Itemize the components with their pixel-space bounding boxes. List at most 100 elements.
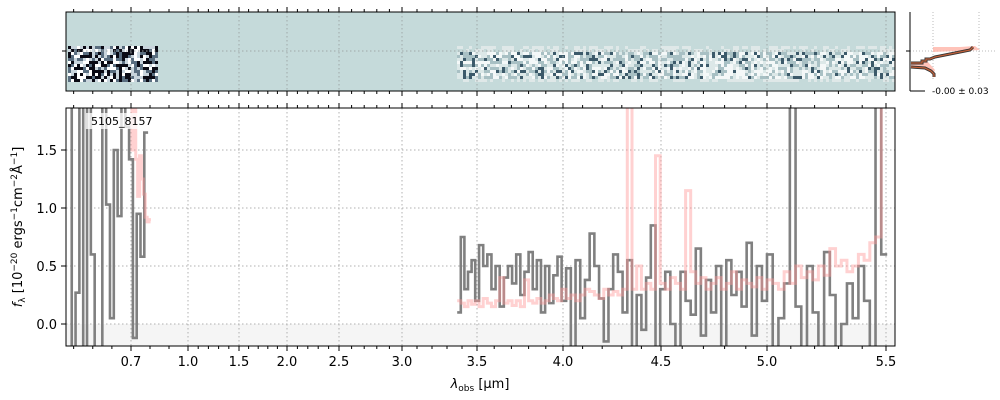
spectrum-2d-pixel <box>508 70 511 73</box>
spectrum-2d-pixel <box>592 46 595 49</box>
spectrum-2d-pixel <box>616 79 619 82</box>
spectrum-2d-pixel <box>547 55 550 58</box>
spectrum-2d-pixel <box>826 76 829 79</box>
spectrum-2d-pixel <box>478 55 481 58</box>
spectrum-2d-pixel <box>613 55 616 58</box>
spectrum-2d-pixel <box>649 73 652 76</box>
spectrum-2d-pixel <box>589 55 592 58</box>
spectrum-2d-pixel <box>682 73 685 76</box>
spectrum-2d-pixel <box>877 55 880 58</box>
spectrum-2d-pixel <box>68 46 71 49</box>
spectrum-2d-pixel <box>104 73 107 76</box>
spectrum-2d-pixel <box>775 76 778 79</box>
spectrum-2d-pixel <box>140 64 143 67</box>
spectrum-2d-pixel <box>586 73 589 76</box>
spectrum-2d-pixel <box>149 70 152 73</box>
spectrum-2d-pixel <box>880 67 883 70</box>
spectrum-2d-pixel <box>742 67 745 70</box>
spectrum-2d-pixel <box>829 46 832 49</box>
spectrum-2d-pixel <box>529 73 532 76</box>
spectrum-2d-pixel <box>80 67 83 70</box>
spectrum-2d-pixel <box>820 67 823 70</box>
spectrum-2d-pixel <box>505 55 508 58</box>
spectrum-2d-pixel <box>152 67 155 70</box>
spectrum-2d-pixel <box>520 64 523 67</box>
spectrum-2d-pixel <box>128 76 131 79</box>
spectrum-2d-pixel <box>706 46 709 49</box>
spectrum-2d-pixel <box>634 55 637 58</box>
spectrum-2d-pixel <box>98 58 101 61</box>
spectrum-2d-pixel <box>122 64 125 67</box>
spectrum-2d-pixel <box>586 61 589 64</box>
spectrum-2d-pixel <box>140 61 143 64</box>
spectrum-2d-pixel <box>760 67 763 70</box>
spectrum-2d-pixel <box>664 70 667 73</box>
spectrum-2d-pixel <box>817 52 820 55</box>
spectrum-2d-pixel <box>658 76 661 79</box>
spectrum-2d-pixel <box>772 76 775 79</box>
spectrum-2d-pixel <box>116 49 119 52</box>
spectrum-2d-pixel <box>466 73 469 76</box>
spectrum-2d-pixel <box>712 76 715 79</box>
spectrum-2d-pixel <box>128 55 131 58</box>
spectrum-2d-pixel <box>110 55 113 58</box>
spectrum-2d-pixel <box>715 61 718 64</box>
spectrum-2d-pixel <box>679 76 682 79</box>
spectrum-2d-pixel <box>859 76 862 79</box>
spectrum-2d-pixel <box>152 49 155 52</box>
spectrum-2d-pixel <box>466 52 469 55</box>
spectrum-2d-pixel <box>490 70 493 73</box>
spectrum-2d-pixel <box>143 76 146 79</box>
spectrum-2d-pixel <box>730 73 733 76</box>
spectrum-2d-pixel <box>95 67 98 70</box>
spectrum-2d-pixel <box>670 64 673 67</box>
spectrum-2d-pixel <box>544 46 547 49</box>
spectrum-2d-pixel <box>68 76 71 79</box>
spectrum-2d-pixel <box>74 55 77 58</box>
spectrum-2d-pixel <box>856 61 859 64</box>
spectrum-2d-pixel <box>604 70 607 73</box>
spectrum-2d-pixel <box>125 76 128 79</box>
spectrum-2d-pixel <box>604 58 607 61</box>
spectrum-2d-pixel <box>817 61 820 64</box>
spectrum-2d-pixel <box>877 79 880 82</box>
spectrum-2d-pixel <box>694 70 697 73</box>
spectrum-2d-pixel <box>865 70 868 73</box>
spectrum-2d-pixel <box>607 67 610 70</box>
spectrum-2d-pixel <box>721 46 724 49</box>
spectrum-2d-pixel <box>712 55 715 58</box>
spectrum-2d-pixel <box>571 67 574 70</box>
spectrum-2d-pixel <box>517 67 520 70</box>
spectrum-2d-pixel <box>556 49 559 52</box>
spectrum-2d-pixel <box>143 79 146 82</box>
spectrum-2d-pixel <box>802 61 805 64</box>
spectrum-2d-pixel <box>739 70 742 73</box>
spectrum-2d-pixel <box>733 70 736 73</box>
spectrum-2d-pixel <box>841 79 844 82</box>
spectrum-2d-pixel <box>92 76 95 79</box>
spectrum-2d-pixel <box>532 52 535 55</box>
spectrum-2d-pixel <box>511 70 514 73</box>
spectrum-2d-pixel <box>640 46 643 49</box>
spectrum-2d-pixel <box>652 70 655 73</box>
spectrum-2d-pixel <box>505 70 508 73</box>
spectrum-2d-pixel <box>715 55 718 58</box>
spectrum-2d-pixel <box>119 79 122 82</box>
spectrum-2d-pixel <box>691 52 694 55</box>
main-plot: 5105_8157 0.7 1.0 1.5 2.0 2.5 3.0 3.5 4.0 4.5 5.0… <box>36 103 896 370</box>
spectrum-2d-pixel <box>754 46 757 49</box>
spectrum-2d-pixel <box>688 49 691 52</box>
spectrum-2d-pixel <box>709 46 712 49</box>
spectrum-2d-pixel <box>847 67 850 70</box>
spectrum-2d-pixel <box>508 79 511 82</box>
spectrum-2d-pixel <box>107 70 110 73</box>
spectrum-2d-pixel <box>637 64 640 67</box>
spectrum-2d-pixel <box>820 76 823 79</box>
spectrum-2d-pixel <box>859 58 862 61</box>
spectrum-2d-pixel <box>541 52 544 55</box>
spectrum-2d-pixel <box>871 70 874 73</box>
spectrum-2d-pixel <box>799 61 802 64</box>
spectrum-2d-pixel <box>116 55 119 58</box>
spectrum-2d-pixel <box>838 67 841 70</box>
spectrum-2d-pixel <box>514 61 517 64</box>
